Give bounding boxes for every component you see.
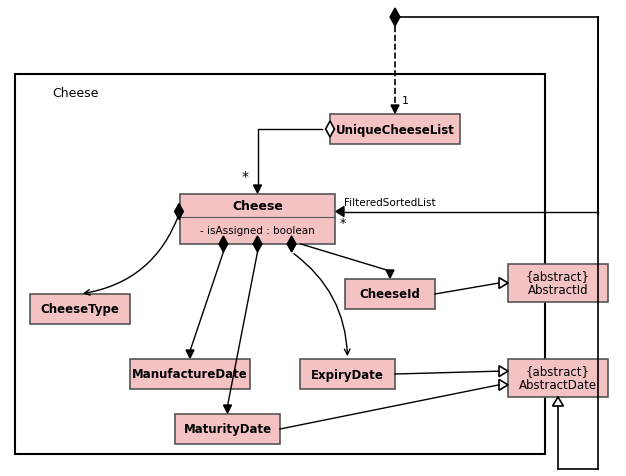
Text: Cheese: Cheese: [232, 199, 283, 212]
Bar: [508, 265, 608, 302]
Polygon shape: [386, 270, 394, 278]
Text: ExpiryDate: ExpiryDate: [311, 368, 384, 381]
Polygon shape: [553, 397, 563, 406]
Polygon shape: [336, 207, 344, 217]
Polygon shape: [391, 106, 399, 114]
Text: - isAssigned : boolean: - isAssigned : boolean: [200, 226, 315, 236]
Text: MaturityDate: MaturityDate: [183, 423, 272, 436]
Bar: [30, 294, 130, 324]
Polygon shape: [326, 122, 334, 138]
Polygon shape: [499, 278, 508, 289]
Text: *: *: [242, 169, 249, 184]
Text: UniqueCheeseList: UniqueCheeseList: [336, 123, 454, 136]
Bar: [175, 414, 280, 444]
Text: ManufactureDate: ManufactureDate: [132, 368, 248, 381]
Polygon shape: [175, 204, 183, 220]
Text: FilteredSortedList: FilteredSortedList: [344, 197, 436, 207]
Bar: [508, 359, 608, 397]
Text: {abstract}: {abstract}: [526, 364, 590, 377]
Bar: [300, 359, 395, 389]
Polygon shape: [499, 380, 508, 390]
Bar: [330, 115, 460, 145]
Polygon shape: [287, 237, 296, 252]
Bar: [130, 359, 250, 389]
Text: AbstractId: AbstractId: [528, 284, 588, 297]
Polygon shape: [186, 350, 194, 358]
Polygon shape: [390, 9, 400, 27]
Text: Cheese: Cheese: [52, 86, 98, 99]
Bar: [180, 195, 335, 245]
Text: *: *: [340, 217, 346, 229]
Text: CheeseType: CheeseType: [41, 303, 120, 316]
Text: {abstract}: {abstract}: [526, 269, 590, 282]
Polygon shape: [219, 237, 228, 252]
Polygon shape: [253, 237, 262, 252]
Text: AbstractDate: AbstractDate: [519, 378, 597, 392]
Text: 1: 1: [401, 96, 409, 106]
Bar: [345, 279, 435, 309]
Polygon shape: [223, 405, 232, 413]
Polygon shape: [499, 366, 508, 377]
Bar: [15, 75, 545, 454]
Text: CheeseId: CheeseId: [359, 288, 421, 301]
Polygon shape: [254, 186, 262, 194]
